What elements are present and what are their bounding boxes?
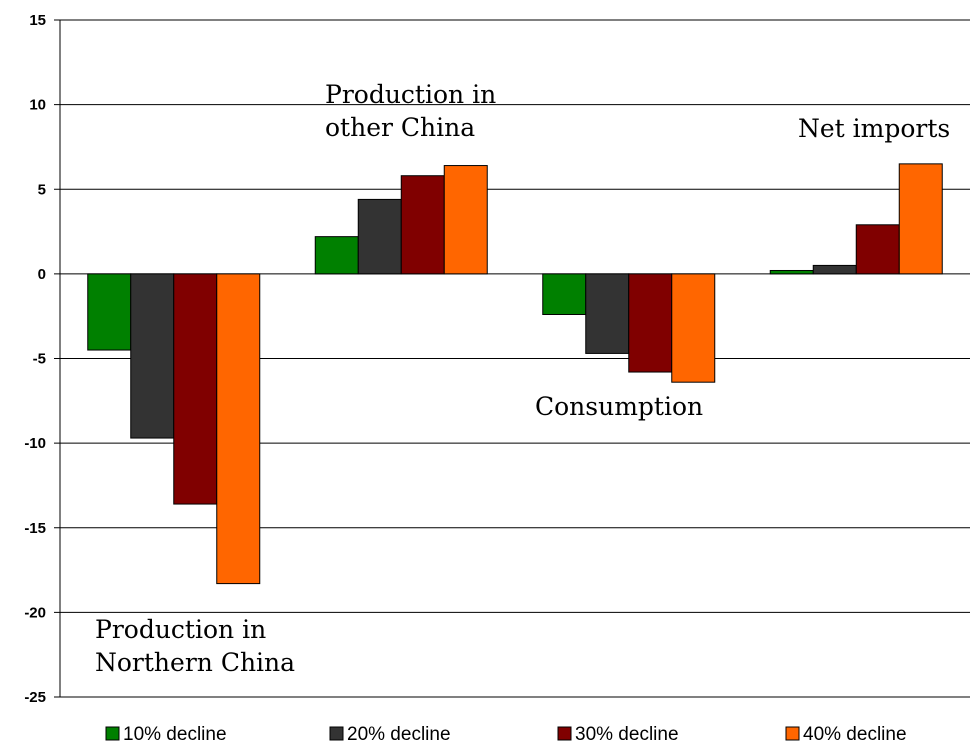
category-annotation: Consumption	[535, 392, 703, 421]
y-axis-tick-labels: 15 10 5 0 -5 -10 -15 -20 -25	[24, 12, 46, 706]
y-tick-label: 15	[29, 12, 46, 29]
bar	[542, 273, 587, 315]
legend: 10% decline 20% decline 30% decline 40% dec…	[105, 724, 907, 745]
bar	[443, 165, 488, 275]
bar	[769, 269, 814, 275]
legend-label: 20% decline	[347, 724, 451, 745]
bar	[855, 224, 900, 275]
bar	[400, 175, 445, 275]
legend-item: 40% decline	[785, 724, 907, 745]
category-annotation: Net imports	[798, 114, 950, 143]
y-tick-label: -20	[24, 604, 46, 621]
bar	[357, 198, 402, 275]
legend-swatch	[785, 726, 800, 741]
legend-swatch	[105, 726, 120, 741]
legend-swatch	[557, 726, 572, 741]
bar	[216, 273, 261, 585]
legend-item: 30% decline	[557, 724, 679, 745]
legend-label: 40% decline	[803, 724, 907, 745]
bar	[671, 273, 716, 383]
bar	[628, 273, 673, 373]
legend-item: 10% decline	[105, 724, 227, 745]
y-tick-label: -5	[33, 351, 46, 368]
legend-label: 30% decline	[575, 724, 679, 745]
bars	[87, 163, 943, 585]
legend-item: 20% decline	[329, 724, 451, 745]
category-annotation: Production in	[325, 80, 496, 109]
bar	[585, 273, 630, 354]
bar	[314, 236, 359, 275]
axes	[54, 19, 970, 698]
category-annotation: Production in	[95, 615, 266, 644]
legend-label: 10% decline	[123, 724, 227, 745]
y-tick-label: -25	[24, 689, 46, 706]
category-annotation: other China	[325, 113, 475, 142]
y-tick-label: -10	[24, 435, 46, 452]
bar	[812, 264, 857, 275]
category-annotation: Northern China	[95, 648, 295, 677]
bar	[87, 273, 132, 351]
y-tick-label: 10	[29, 97, 46, 114]
bar	[130, 273, 175, 439]
y-tick-label: 0	[38, 266, 46, 283]
y-tick-label: -15	[24, 520, 46, 537]
bar	[173, 273, 218, 505]
bar	[898, 163, 943, 275]
category-annotations: Production in Northern China Production in…	[95, 80, 950, 677]
legend-swatch	[329, 726, 344, 741]
y-tick-label: 5	[38, 181, 46, 198]
